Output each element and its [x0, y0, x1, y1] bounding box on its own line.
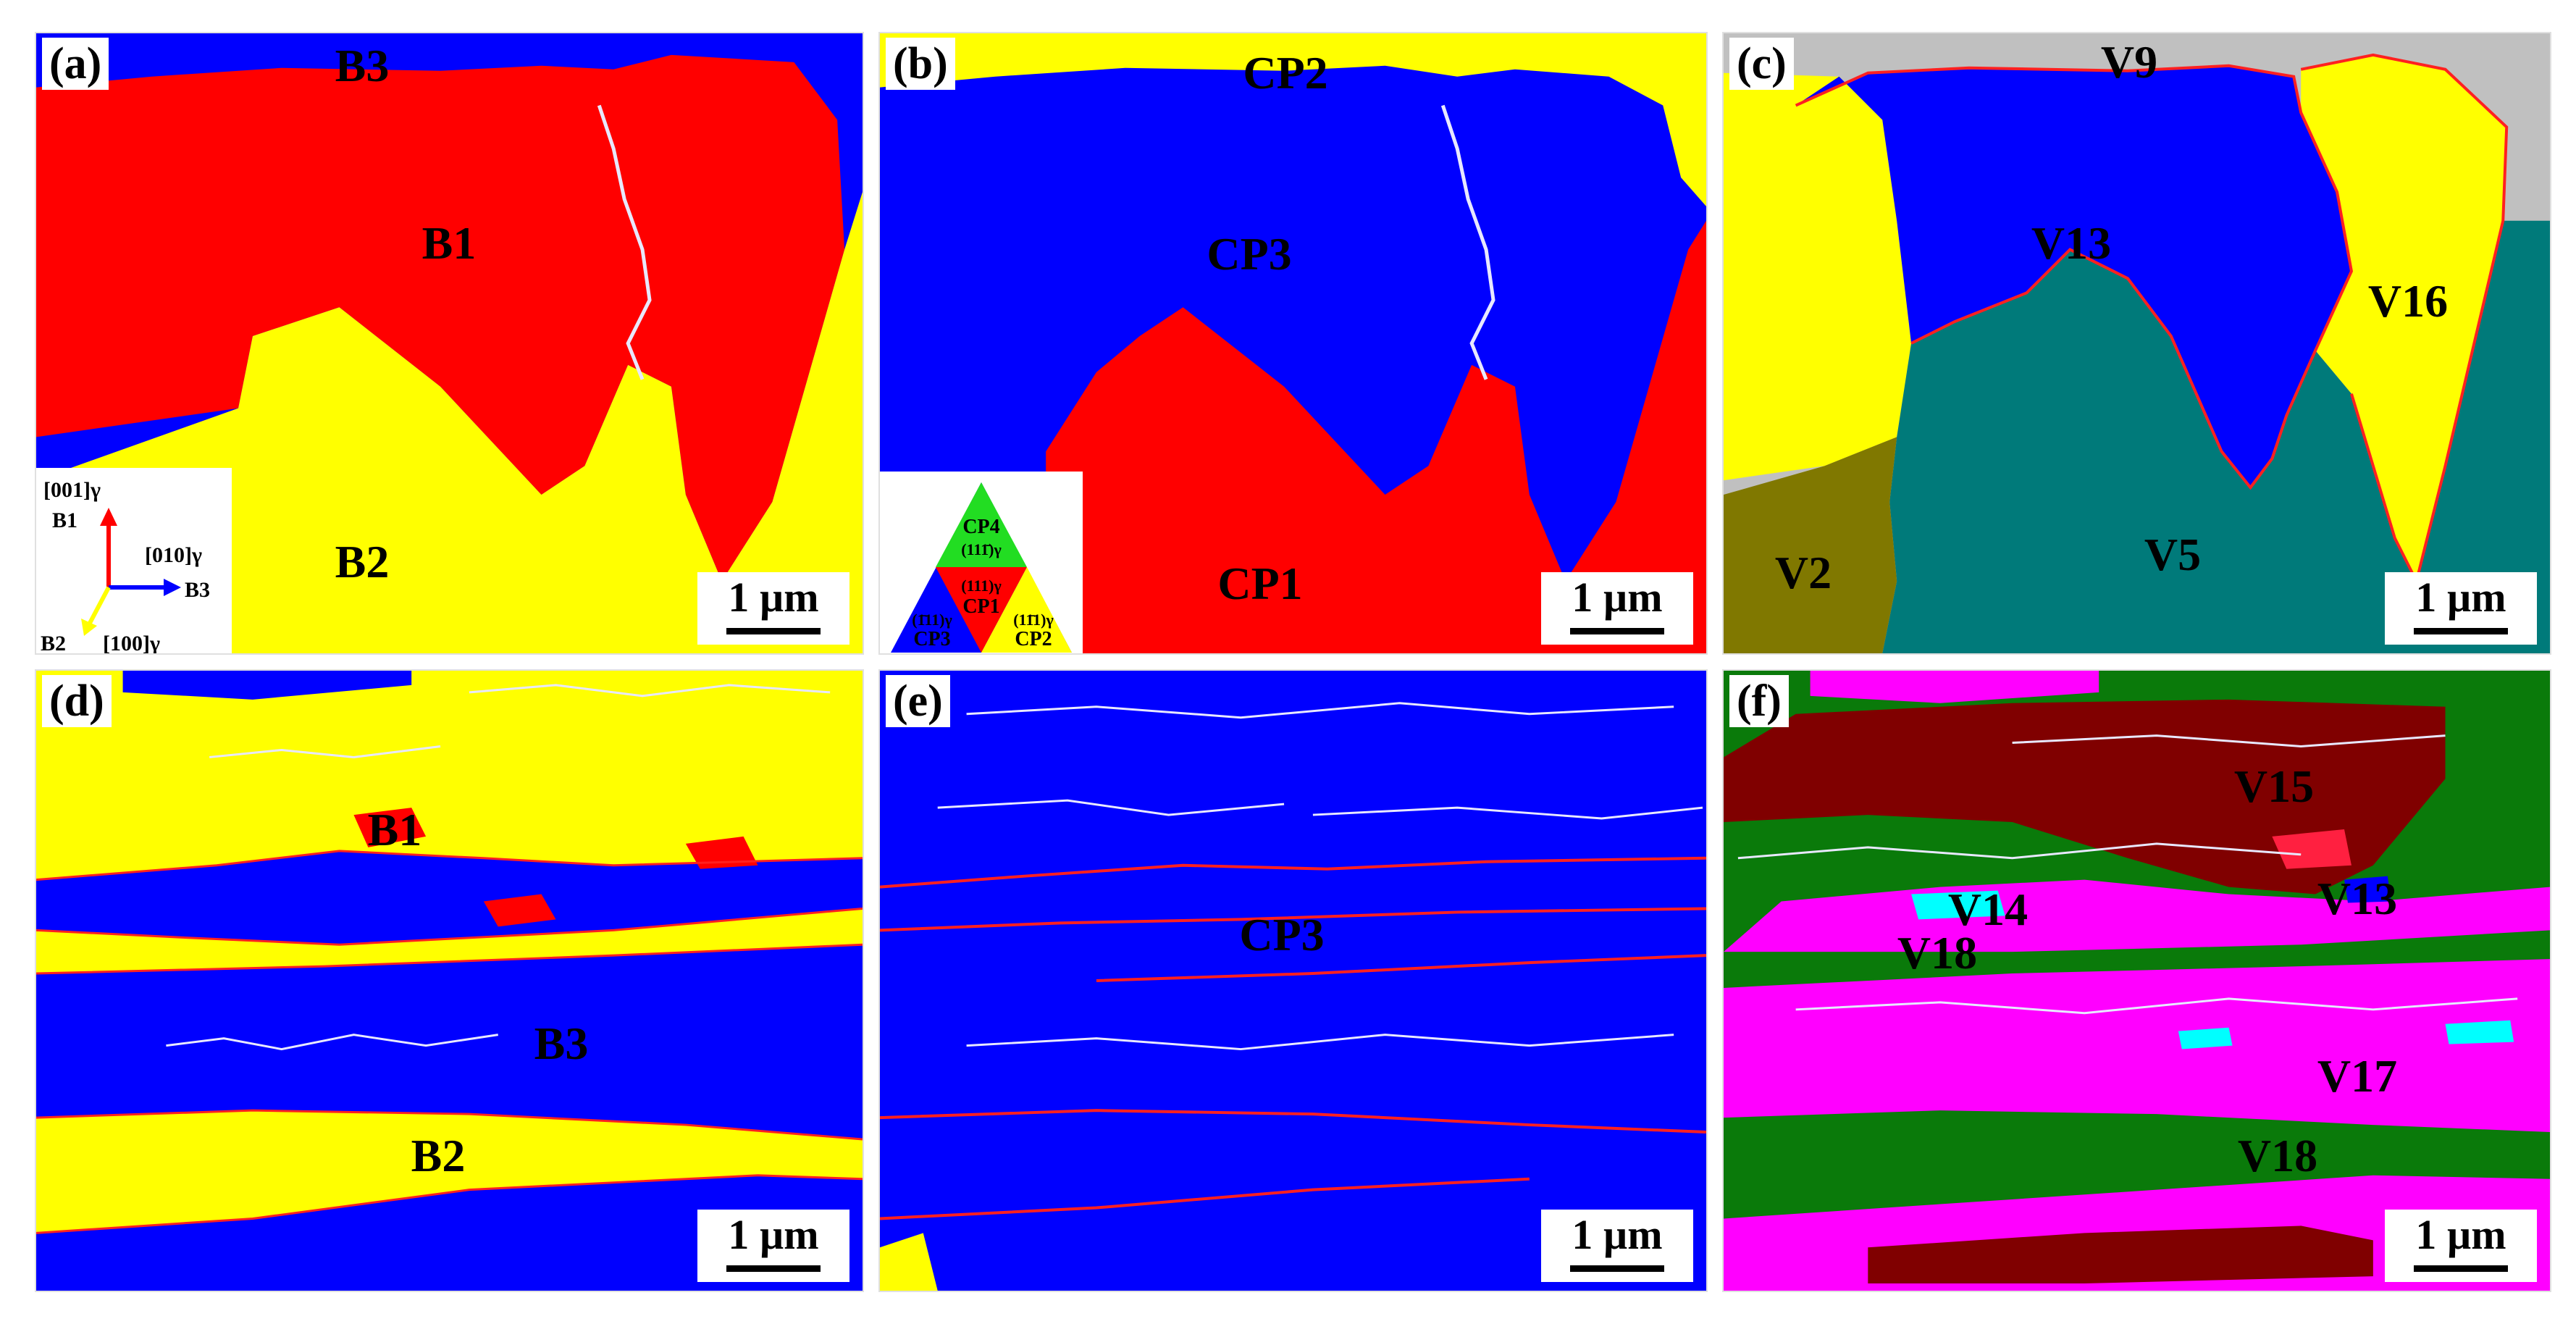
variant-label: V13 — [2031, 217, 2112, 269]
axis-legend: [001]γ B1 [010]γ B3 B2 [100]γ — [36, 468, 232, 655]
scale-bar-line — [726, 1265, 821, 1272]
scale-bar: 1 µm — [1541, 572, 1693, 645]
variant-label: B1 — [421, 217, 477, 269]
scale-bar: 1 µm — [697, 572, 849, 645]
variant-label: CP1 — [1217, 558, 1303, 609]
scale-bar: 1 µm — [697, 1210, 849, 1282]
scale-bar-label: 1 µm — [728, 1211, 819, 1258]
orientation-map-d — [36, 671, 863, 1291]
variant-label: V18 — [1897, 927, 1978, 979]
variant-label: V9 — [2100, 36, 2158, 88]
orientation-map-c — [1724, 33, 2550, 653]
panel-f: (f) V15 V14 V13 V18 V17 V18 1 µm — [1722, 669, 2551, 1292]
variant-label: V2 — [1774, 547, 1832, 598]
scale-bar-label: 1 µm — [2415, 574, 2506, 621]
scale-bar: 1 µm — [2385, 572, 2537, 645]
scale-bar-line — [1570, 1265, 1664, 1272]
axis-up-variant: B1 — [52, 508, 77, 532]
variant-label: V5 — [2144, 529, 2202, 580]
panel-c: (c) V9 V13 V16 V5 V2 1 µm — [1722, 32, 2551, 655]
panel-tag: (c) — [1729, 38, 1794, 91]
legend-center-plane: (111)γ — [961, 577, 1002, 595]
scale-bar: 1 µm — [2385, 1210, 2537, 1282]
panel-a: (a) B3 B1 B2 [001]γ B1 [010]γ B3 B2 [100… — [35, 32, 864, 655]
variant-label: CP3 — [1239, 909, 1325, 960]
legend-top-plane: (111̄)γ — [961, 540, 1002, 558]
scale-bar-label: 1 µm — [1572, 1211, 1663, 1258]
panel-d: (d) B1 B3 B2 1 µm — [35, 669, 864, 1292]
scale-bar-line — [2414, 628, 2508, 634]
scale-bar-label: 1 µm — [1572, 574, 1663, 621]
panel-b: (b) CP2 CP3 CP1 CP4 (111̄)γ (111)γ CP1 (… — [878, 32, 1708, 655]
scale-bar-line — [1570, 628, 1664, 634]
variant-label: B3 — [534, 1018, 589, 1069]
variant-label: V18 — [2237, 1130, 2318, 1181]
variant-label: B2 — [411, 1130, 466, 1181]
triangle-legend: CP4 (111̄)γ (111)γ CP1 (1̄11)γ CP3 (11̄1… — [880, 472, 1083, 653]
orientation-map-e — [880, 671, 1706, 1291]
legend-center-variant: CP1 — [962, 595, 999, 618]
panel-tag: (b) — [886, 38, 955, 91]
variant-label: B3 — [335, 40, 390, 91]
variant-label: V13 — [2317, 873, 2398, 924]
panel-tag: (e) — [886, 675, 950, 728]
legend-top-variant: CP4 — [962, 516, 999, 538]
variant-label: V15 — [2233, 761, 2315, 812]
legend-right-variant: CP2 — [1015, 628, 1052, 650]
scale-bar: 1 µm — [1541, 1210, 1693, 1282]
variant-label: B1 — [367, 804, 422, 855]
scale-bar-line — [726, 628, 821, 634]
panel-tag: (d) — [42, 675, 112, 728]
panel-e: (e) CP3 1 µm — [878, 669, 1708, 1292]
axis-up-label: [001]γ — [43, 478, 101, 502]
variant-label: CP2 — [1243, 47, 1328, 99]
axis-right-label: [010]γ — [145, 543, 202, 567]
legend-left-variant: CP3 — [913, 628, 950, 650]
axis-diag-variant: B2 — [41, 632, 66, 655]
panel-tag: (a) — [42, 38, 109, 91]
legend-right-plane: (11̄1)γ — [1013, 611, 1054, 629]
panel-tag: (f) — [1729, 675, 1789, 728]
scale-bar-label: 1 µm — [2415, 1211, 2506, 1258]
axis-diag-label: [100]γ — [103, 632, 160, 655]
variant-label: V16 — [2367, 275, 2449, 327]
variant-label: V17 — [2317, 1050, 2398, 1102]
scale-bar-label: 1 µm — [728, 574, 819, 621]
orientation-map-f — [1724, 671, 2550, 1291]
scale-bar-line — [2414, 1265, 2508, 1272]
axis-right-variant: B3 — [185, 578, 210, 602]
variant-label: V14 — [1947, 884, 2029, 935]
variant-label: B2 — [335, 536, 390, 587]
legend-left-plane: (1̄11)γ — [912, 611, 952, 629]
variant-label: CP3 — [1207, 228, 1292, 280]
